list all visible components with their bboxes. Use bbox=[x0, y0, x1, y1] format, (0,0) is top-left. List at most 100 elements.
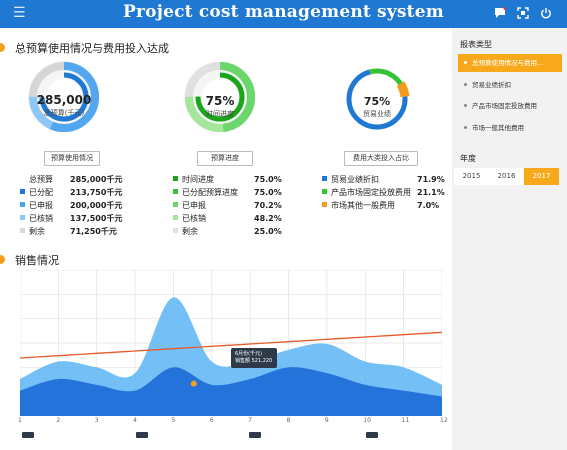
budget-stats-list: 总预算 285,000千元 已分配 213,750千元 已申报 200,000千元 已… bbox=[20, 173, 130, 238]
sales-area-series-1 bbox=[20, 367, 442, 416]
report-item-budget[interactable]: 总预算使用情况与费用... bbox=[458, 54, 562, 72]
stat-value: 71,250千元 bbox=[70, 227, 117, 236]
stat-row: 总预算 285,000千元 bbox=[20, 173, 130, 186]
stat-value: 137,500千元 bbox=[70, 214, 123, 223]
progress-ring-chart bbox=[184, 61, 256, 133]
stat-row: 已分配 213,750千元 bbox=[20, 186, 130, 199]
budget-progress-button[interactable]: 预算进度 bbox=[197, 151, 253, 166]
stat-row: 已申报 70.2% bbox=[173, 199, 293, 212]
stat-label: 已核销 bbox=[29, 214, 53, 223]
budget-ring-chart bbox=[28, 61, 100, 133]
x-tick-label: 3 bbox=[94, 417, 99, 424]
progress-stats-list: 时间进度 75.0% 已分配预算进度 75.0% 已申报 70.2% 已核销 48.2%… bbox=[173, 173, 293, 238]
x-tick-label: 2 bbox=[56, 417, 61, 424]
tooltip-month: 6月份(千元) bbox=[235, 351, 263, 357]
x-tick-label: 1 bbox=[18, 417, 22, 424]
stat-label: 已分配预算进度 bbox=[182, 188, 238, 197]
range-handle[interactable] bbox=[366, 432, 378, 438]
stat-label: 产品市场固定投放费用 bbox=[331, 188, 411, 197]
bullet-icon bbox=[464, 126, 467, 129]
expense-category-button[interactable]: 费用大类投入占比 bbox=[344, 151, 418, 166]
x-tick-label: 7 bbox=[248, 417, 252, 424]
stat-row: 产品市场固定投放费用 21.1% bbox=[322, 186, 447, 199]
trade-ring-chart bbox=[344, 66, 410, 132]
stat-value: 25.0% bbox=[254, 227, 282, 236]
stat-value: 48.2% bbox=[254, 214, 282, 223]
report-item-market-other[interactable]: 市场一般其他费用 bbox=[458, 119, 562, 137]
budget-usage-button[interactable]: 预算使用情况 bbox=[44, 151, 100, 166]
report-item-trade[interactable]: 贸易业绩折扣 bbox=[458, 76, 562, 94]
range-handle[interactable] bbox=[136, 432, 148, 438]
x-tick-label: 10 bbox=[363, 417, 371, 424]
report-item-label: 贸易业绩折扣 bbox=[472, 81, 511, 89]
stat-label: 已核销 bbox=[182, 214, 206, 223]
legend-swatch bbox=[173, 215, 178, 220]
stat-label: 贸易业绩折扣 bbox=[331, 175, 379, 184]
time-progress-label: 时间进度 bbox=[206, 110, 234, 118]
legend-swatch bbox=[173, 228, 178, 233]
stat-row: 已申报 200,000千元 bbox=[20, 199, 130, 212]
x-tick-label: 11 bbox=[401, 417, 410, 424]
bullet-icon bbox=[464, 104, 467, 107]
year-2015[interactable]: 2015 bbox=[454, 168, 489, 185]
x-tick-label: 8 bbox=[286, 417, 291, 424]
power-icon[interactable] bbox=[540, 7, 552, 19]
stat-label: 时间进度 bbox=[182, 175, 214, 184]
stat-value: 213,750千元 bbox=[70, 188, 123, 197]
report-item-market-fixed[interactable]: 产品市场固定投放费用 bbox=[458, 97, 562, 115]
x-tick-label: 12 bbox=[440, 417, 448, 424]
stat-value: 70.2% bbox=[254, 201, 282, 210]
range-handle[interactable] bbox=[249, 432, 261, 438]
section-marker bbox=[0, 255, 5, 264]
x-tick-label: 9 bbox=[324, 417, 329, 424]
stat-value: 21.1% bbox=[417, 188, 445, 197]
legend-swatch bbox=[20, 202, 25, 207]
legend-swatch bbox=[20, 189, 25, 194]
budget-section-title: 总预算使用情况与费用投入达成 bbox=[15, 42, 169, 55]
stat-label: 已申报 bbox=[29, 201, 53, 210]
trade-performance-value: 75% bbox=[363, 95, 391, 108]
section-marker bbox=[0, 43, 5, 52]
stat-value: 285,000千元 bbox=[70, 175, 123, 184]
tooltip-value: 销售额 521,220 bbox=[235, 358, 273, 364]
stat-label: 已申报 bbox=[182, 201, 206, 210]
legend-swatch bbox=[20, 228, 25, 233]
legend-swatch bbox=[322, 189, 327, 194]
year-2017[interactable]: 2017 bbox=[524, 168, 559, 185]
stat-row: 已分配预算进度 75.0% bbox=[173, 186, 293, 199]
legend-swatch bbox=[20, 215, 25, 220]
stat-row: 已核销 137,500千元 bbox=[20, 212, 130, 225]
stat-row: 剩余 25.0% bbox=[173, 225, 293, 238]
stat-row: 已核销 48.2% bbox=[173, 212, 293, 225]
budget-total-value: 285,000 bbox=[36, 93, 92, 107]
year-title: 年度 bbox=[460, 154, 476, 163]
year-2016[interactable]: 2016 bbox=[489, 168, 524, 185]
stat-row: 时间进度 75.0% bbox=[173, 173, 293, 186]
x-tick-label: 5 bbox=[171, 417, 176, 424]
hamburger-icon[interactable]: ☰ bbox=[13, 5, 26, 21]
app-title: Project cost management system bbox=[123, 2, 444, 22]
chart-tooltip: 6月份(千元) 销售额 521,220 bbox=[231, 348, 277, 368]
stat-label: 市场其他一般费用 bbox=[331, 201, 395, 210]
expense-stats-list: 贸易业绩折扣 71.9% 产品市场固定投放费用 21.1% 市场其他一般费用 7.0% bbox=[322, 173, 447, 212]
stat-value: 200,000千元 bbox=[70, 201, 123, 210]
sales-section-title: 销售情况 bbox=[15, 254, 59, 267]
report-type-title: 报表类型 bbox=[460, 40, 492, 49]
stat-value: 75.0% bbox=[254, 175, 282, 184]
legend-swatch bbox=[173, 202, 178, 207]
stat-label: 剩余 bbox=[182, 227, 198, 236]
stat-label: 已分配 bbox=[29, 188, 53, 197]
stat-value: 71.9% bbox=[417, 175, 445, 184]
stat-row: 剩余 71,250千元 bbox=[20, 225, 130, 238]
range-handle[interactable] bbox=[22, 432, 34, 438]
time-progress-value: 75% bbox=[205, 94, 235, 108]
bullet-icon bbox=[464, 61, 467, 64]
x-tick-label: 6 bbox=[209, 417, 214, 424]
tooltip-marker[interactable] bbox=[190, 380, 197, 387]
stat-row: 贸易业绩折扣 71.9% bbox=[322, 173, 447, 186]
legend-swatch bbox=[322, 176, 327, 181]
report-item-label: 总预算使用情况与费用... bbox=[472, 59, 544, 67]
stat-label: 总预算 bbox=[29, 175, 53, 184]
message-icon[interactable] bbox=[494, 7, 506, 19]
fullscreen-icon[interactable] bbox=[517, 7, 529, 19]
